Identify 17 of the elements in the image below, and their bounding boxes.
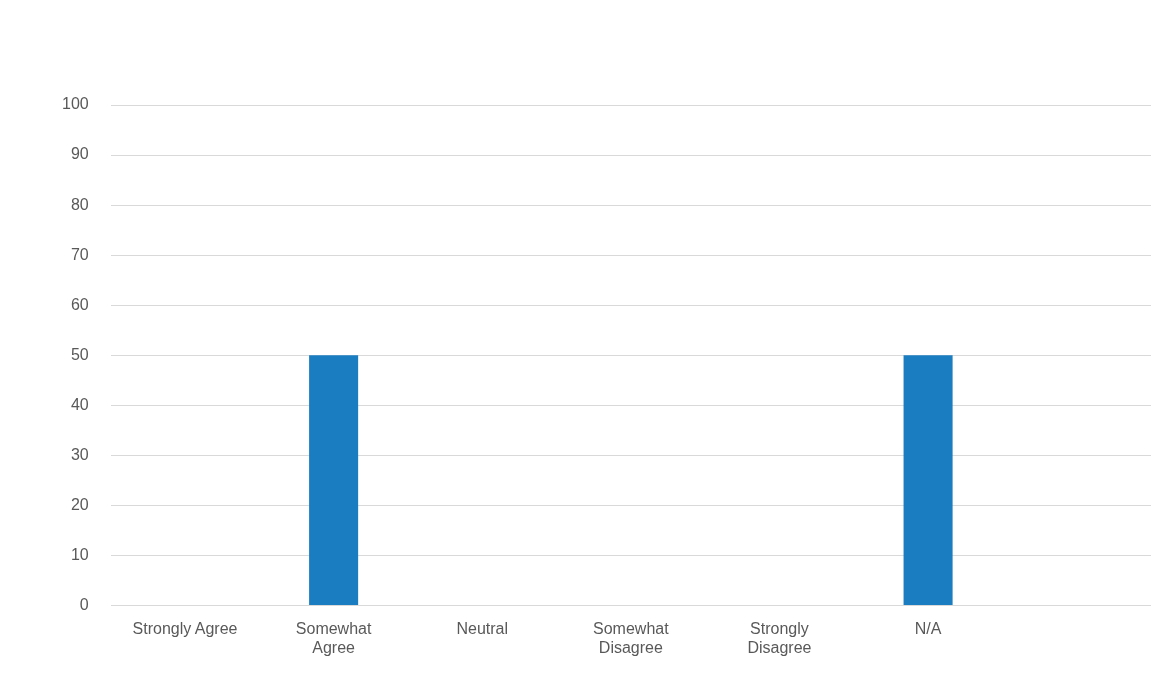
y-tick-label: 30	[70, 445, 89, 463]
y-tick-label: 40	[70, 395, 89, 413]
y-tick-label: 60	[70, 295, 89, 313]
x-tick-label: N/A	[914, 619, 942, 637]
y-tick-label: 0	[79, 596, 89, 614]
y-tick-label: 90	[70, 145, 89, 163]
y-tick-label: 10	[70, 545, 89, 563]
x-tick-label: Somewhat Disagree	[593, 619, 670, 656]
y-tick-label: 80	[70, 195, 89, 213]
y-tick-label: 70	[70, 245, 89, 263]
x-tick-label: Neutral	[456, 619, 509, 637]
x-tick-label: Strongly Agree	[132, 619, 238, 637]
y-tick-label: 50	[70, 345, 89, 363]
y-tick-label: 100	[61, 95, 89, 113]
x-tick-label: Somewhat Agree	[295, 619, 372, 656]
y-tick-label: 20	[70, 495, 89, 513]
x-tick-label: Strongly Disagree	[747, 619, 812, 656]
